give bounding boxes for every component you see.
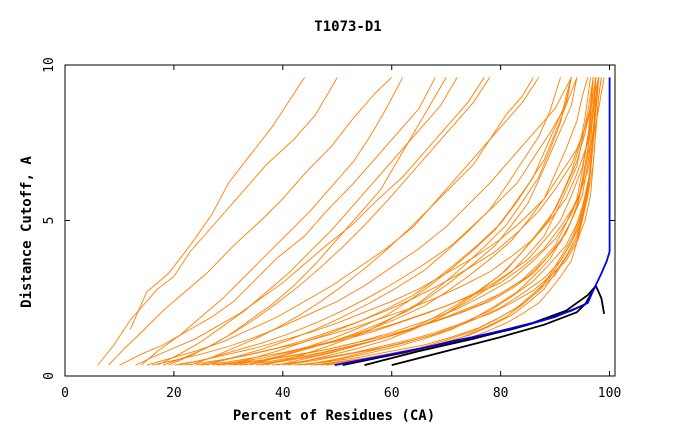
series-line-18 (157, 77, 458, 366)
series-line-5 (108, 77, 393, 366)
y-axis-label: Distance Cutoff, A (19, 156, 35, 308)
series-line-17 (140, 77, 403, 366)
x-tick-label: 40 (275, 386, 291, 401)
series-line-8 (146, 77, 540, 366)
series-line-1 (364, 284, 605, 366)
series-line-4 (97, 77, 338, 366)
x-tick-label: 20 (166, 386, 182, 401)
series-line-21 (195, 77, 597, 366)
x-tick-label: 100 (598, 386, 621, 401)
series-line-32 (206, 77, 561, 366)
series-line-0 (334, 77, 611, 366)
series-line-38 (288, 77, 594, 366)
series-line-43 (266, 77, 572, 366)
series-line-26 (282, 77, 602, 366)
x-tick-label: 60 (384, 386, 400, 401)
y-tick-label: 0 (42, 372, 57, 380)
x-tick-label: 0 (61, 386, 69, 401)
y-tick-label: 10 (42, 57, 57, 73)
x-tick-label: 80 (493, 386, 509, 401)
series-line-20 (179, 77, 578, 366)
y-tick-label: 5 (42, 217, 57, 225)
series-layer (97, 77, 611, 366)
series-line-39 (299, 77, 597, 366)
series-line-23 (239, 77, 600, 366)
series-line-24 (255, 77, 594, 366)
chart-title: T1073-D1 (314, 19, 381, 35)
series-line-10 (129, 77, 305, 330)
series-line-19 (168, 77, 491, 366)
series-line-35 (244, 77, 578, 366)
x-axis-label: Percent of Residues (CA) (233, 408, 435, 424)
series-line-15 (217, 77, 597, 366)
series-line-31 (190, 77, 534, 366)
series-line-33 (222, 77, 572, 366)
series-line-7 (135, 77, 485, 366)
series-line-6 (119, 77, 436, 366)
series-line-12 (173, 77, 600, 366)
ticks-layer: 0 20 40 60 80 100 0 5 10 (42, 57, 621, 401)
series-line-11 (152, 77, 572, 366)
series-line-42 (249, 77, 572, 366)
